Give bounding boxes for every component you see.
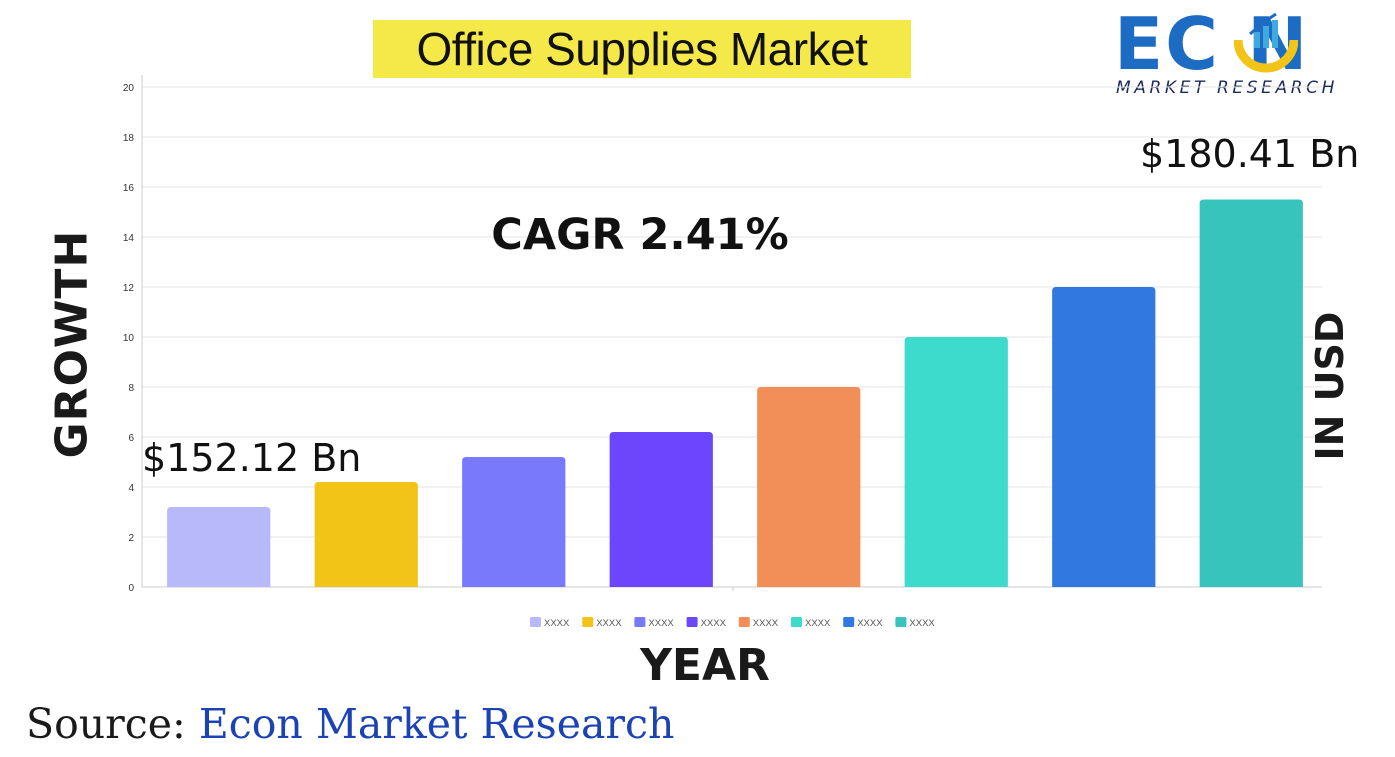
bar bbox=[314, 482, 418, 587]
y-tick-label: 2 bbox=[128, 533, 134, 544]
y2-axis-label: IN USD bbox=[1308, 311, 1352, 461]
legend-label: XXXX bbox=[648, 618, 674, 629]
cagr-annotation: CAGR 2.41% bbox=[491, 210, 789, 260]
title-highlight: Office Supplies Market bbox=[373, 20, 911, 78]
y-tick-label: 14 bbox=[123, 233, 135, 244]
y-tick-label: 0 bbox=[128, 583, 134, 594]
legend-label: XXXX bbox=[596, 618, 622, 629]
bar bbox=[1052, 287, 1156, 587]
legend-swatch bbox=[686, 617, 698, 627]
legend-swatch bbox=[843, 617, 855, 627]
logo-globe-icon bbox=[1234, 12, 1298, 73]
x-axis-label: YEAR bbox=[640, 640, 770, 691]
bar bbox=[757, 387, 861, 587]
start-value-annotation: $152.12 Bn bbox=[142, 436, 362, 480]
chart-title: Office Supplies Market bbox=[416, 23, 868, 75]
source-value: Econ Market Research bbox=[198, 700, 675, 748]
y-tick-label: 18 bbox=[123, 133, 135, 144]
end-value-annotation: $180.41 Bn bbox=[1140, 132, 1360, 176]
legend-label: XXXX bbox=[753, 618, 779, 629]
bar bbox=[1199, 199, 1303, 587]
legend-swatch bbox=[738, 617, 750, 627]
y-tick-label: 4 bbox=[128, 483, 134, 494]
legend-label: XXXX bbox=[701, 618, 727, 629]
legend-swatch bbox=[895, 617, 907, 627]
bar bbox=[462, 457, 566, 587]
legend-label: XXXX bbox=[909, 618, 935, 629]
logo-subtitle: MARKET RESEARCH bbox=[1116, 78, 1338, 98]
bar bbox=[167, 507, 271, 587]
source-line: Source: Econ Market Research bbox=[26, 700, 674, 748]
source-label: Source: bbox=[26, 700, 199, 748]
econ-logo: EC N MARKET RESEARCH bbox=[1114, 4, 1374, 100]
legend-swatch bbox=[634, 617, 646, 627]
y-tick-label: 16 bbox=[123, 183, 135, 194]
y-tick-label: 8 bbox=[128, 383, 134, 394]
y-tick-label: 6 bbox=[128, 433, 134, 444]
y-tick-label: 10 bbox=[123, 333, 135, 344]
bar bbox=[904, 337, 1008, 587]
y-axis-label: GROWTH bbox=[46, 229, 98, 459]
legend-label: XXXX bbox=[857, 618, 883, 629]
y-tick-label: 20 bbox=[123, 83, 135, 94]
legend-label: XXXX bbox=[805, 618, 831, 629]
legend-swatch bbox=[791, 617, 802, 627]
y-tick-label: 12 bbox=[123, 283, 135, 294]
legend-swatch bbox=[582, 617, 594, 627]
legend-label: XXXX bbox=[544, 618, 570, 629]
legend-swatch bbox=[530, 617, 541, 627]
bar bbox=[609, 432, 713, 587]
